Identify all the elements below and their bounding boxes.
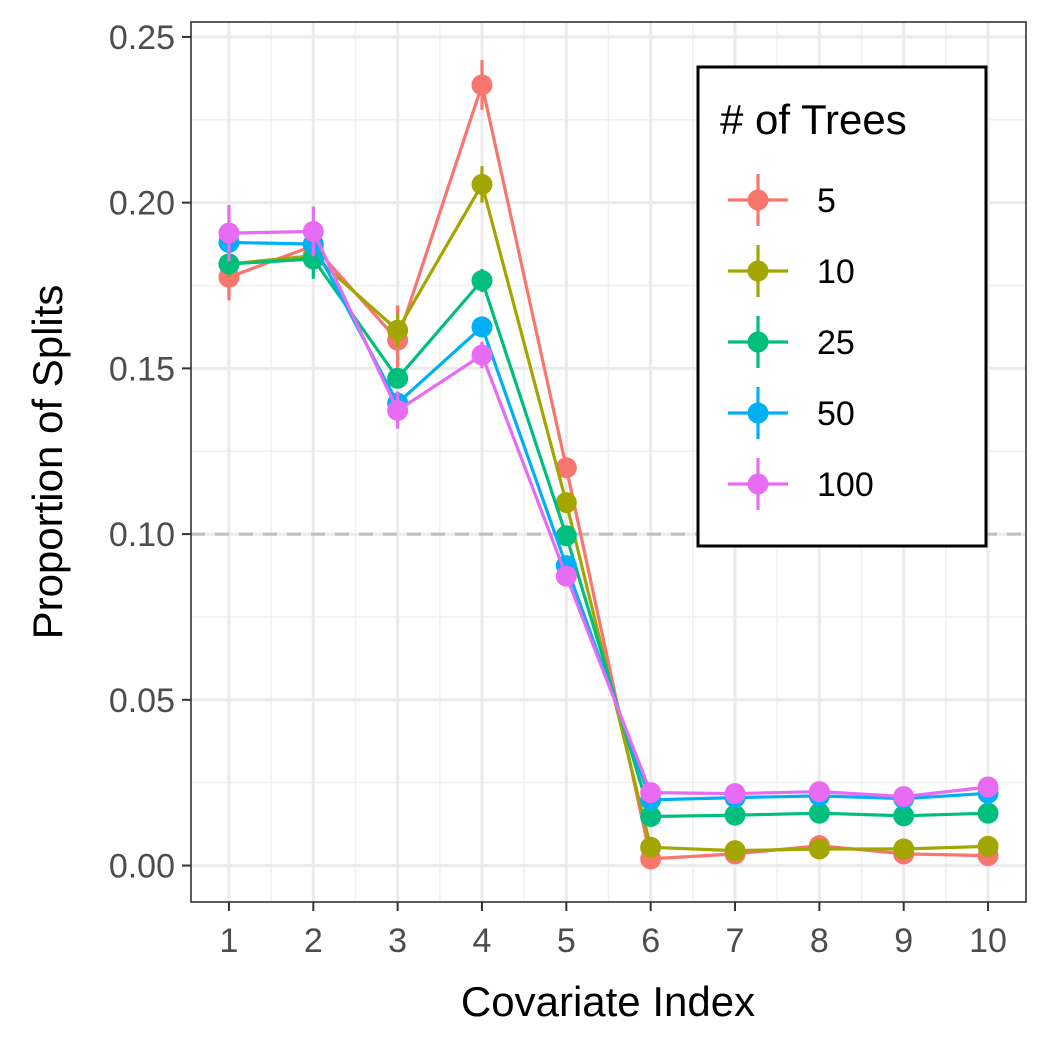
- x-tick-label: 10: [969, 922, 1007, 960]
- x-tick-label: 8: [810, 922, 829, 960]
- legend-box: [696, 65, 988, 548]
- data-point: [724, 804, 746, 826]
- data-point: [387, 319, 409, 341]
- data-point: [893, 805, 915, 827]
- legend-label: 10: [817, 253, 855, 291]
- data-point: [471, 270, 493, 292]
- legend-key-point: [747, 331, 769, 353]
- legend-key-point: [747, 189, 769, 211]
- y-tick-label: 0.10: [109, 516, 175, 554]
- data-point: [893, 838, 915, 860]
- legend-key-point: [747, 402, 769, 424]
- data-point: [808, 802, 830, 824]
- data-point: [218, 222, 240, 244]
- legend-item-10: 10: [728, 245, 855, 297]
- data-point: [555, 565, 577, 587]
- x-axis: 1 2 3 4 5 6 7 8 9 10: [219, 902, 1007, 960]
- legend-title: # of Trees: [720, 96, 907, 143]
- legend-key-point: [747, 473, 769, 495]
- data-point: [724, 840, 746, 862]
- data-point: [471, 316, 493, 338]
- x-tick-label: 2: [304, 922, 323, 960]
- x-axis-title: Covariate Index: [461, 978, 755, 1025]
- data-point: [471, 344, 493, 366]
- y-tick-label: 0.25: [109, 19, 175, 57]
- data-point: [724, 783, 746, 805]
- y-tick-label: 0.20: [109, 185, 175, 223]
- data-point: [808, 781, 830, 803]
- data-point: [387, 367, 409, 389]
- legend-item-50: 50: [728, 387, 855, 439]
- legend-label: 25: [817, 324, 855, 362]
- data-point: [302, 220, 324, 242]
- x-tick-label: 3: [388, 922, 407, 960]
- y-tick-label: 0.00: [109, 848, 175, 886]
- x-tick-label: 6: [641, 922, 660, 960]
- x-tick-label: 5: [557, 922, 576, 960]
- legend-label: 5: [817, 182, 836, 220]
- y-axis: 0.00 0.05 0.10 0.15 0.20 0.25: [109, 19, 191, 886]
- y-axis-title: Proportion of Splits: [24, 285, 71, 640]
- series-100: [218, 204, 999, 808]
- data-point: [640, 836, 662, 858]
- data-point: [640, 782, 662, 804]
- series-layer: [218, 60, 999, 870]
- series-line: [228, 229, 989, 799]
- legend-label: 100: [817, 466, 874, 504]
- legend-item-5: 5: [728, 174, 836, 226]
- data-point: [387, 399, 409, 421]
- y-tick-label: 0.05: [109, 682, 175, 720]
- legend-label: 50: [817, 395, 855, 433]
- data-point: [977, 776, 999, 798]
- data-point: [555, 492, 577, 514]
- x-tick-label: 1: [219, 922, 238, 960]
- data-point: [977, 835, 999, 857]
- data-point: [471, 173, 493, 195]
- plot-panel-border: [190, 21, 1027, 903]
- legend: # of Trees 5 10 25 50 100: [696, 65, 988, 548]
- data-point: [471, 74, 493, 96]
- data-point: [808, 838, 830, 860]
- data-point: [893, 786, 915, 808]
- x-tick-label: 4: [473, 922, 492, 960]
- data-point: [640, 805, 662, 827]
- data-point: [977, 802, 999, 824]
- legend-key-point: [747, 260, 769, 282]
- data-point: [218, 253, 240, 275]
- legend-items: 5 10 25 50 100: [728, 174, 874, 510]
- x-tick-label: 7: [726, 922, 745, 960]
- data-point: [555, 457, 577, 479]
- legend-item-100: 100: [728, 458, 874, 510]
- y-tick-label: 0.15: [109, 350, 175, 388]
- data-point: [555, 525, 577, 547]
- x-tick-label: 9: [894, 922, 913, 960]
- legend-item-25: 25: [728, 316, 855, 368]
